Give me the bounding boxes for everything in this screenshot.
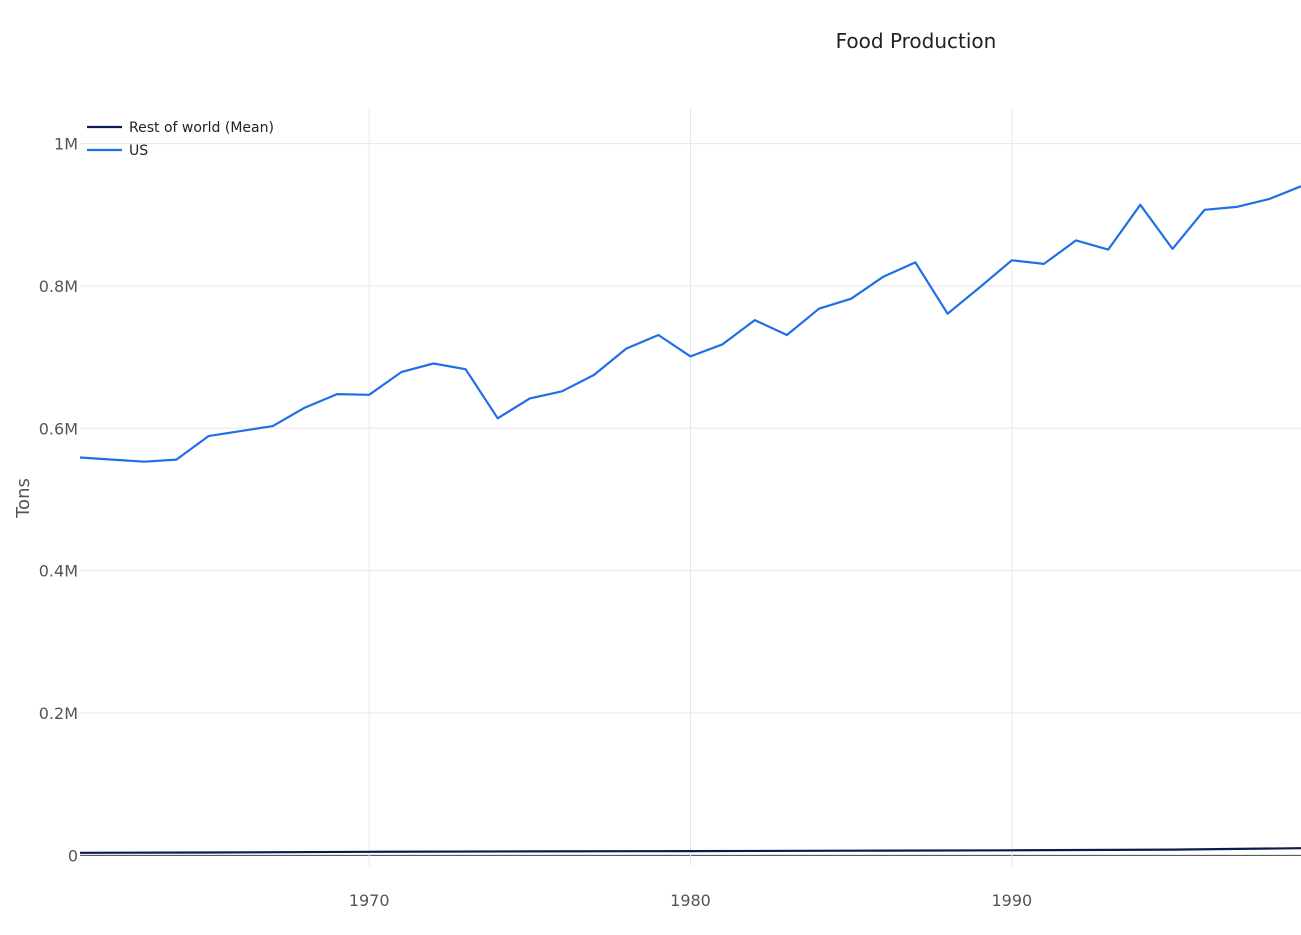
y-tick-label: 0.6M (39, 419, 78, 438)
series-line-us[interactable] (79, 185, 1301, 463)
y-tick-label: 1M (54, 135, 78, 154)
x-tick-label: 1970 (349, 891, 390, 910)
tick-layer: 0 0.2M 0.4M 0.6M 0.8M 1M 1970 1980 1990 (39, 135, 1032, 910)
legend-item-us[interactable]: US (87, 143, 148, 159)
series-layer (79, 185, 1301, 854)
x-tick-label: 1980 (670, 891, 711, 910)
legend-item-rest-of-world[interactable]: Rest of world (Mean) (87, 120, 274, 136)
series-line-rest-of-world[interactable] (79, 847, 1301, 854)
legend-label: US (129, 143, 148, 159)
legend[interactable]: Rest of world (Mean) US (87, 120, 274, 159)
y-tick-label: 0.8M (39, 277, 78, 296)
legend-label: Rest of world (Mean) (129, 120, 274, 136)
y-tick-label: 0.4M (39, 562, 78, 581)
grid-layer (80, 108, 1301, 866)
chart-title: Food Production (836, 29, 997, 53)
y-axis-title: Tons (13, 478, 34, 519)
x-tick-label: 1990 (991, 891, 1032, 910)
y-tick-label: 0.2M (39, 704, 78, 723)
y-tick-label: 0 (68, 846, 78, 865)
